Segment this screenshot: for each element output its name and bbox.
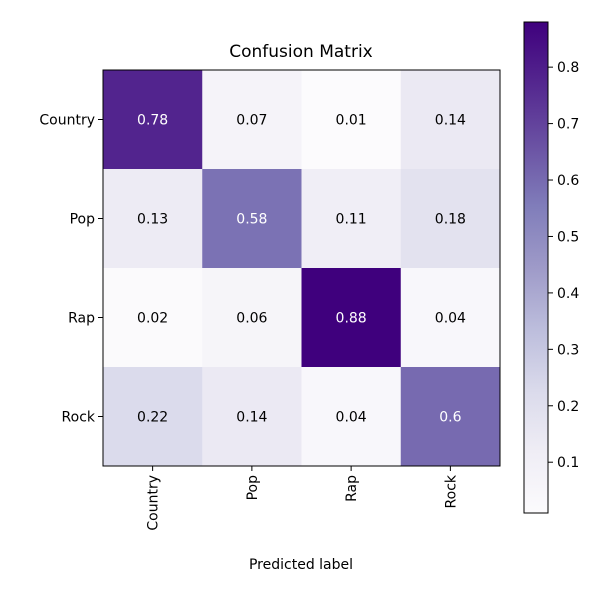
cell-value-label: 0.14 [236,410,267,426]
x-tick-label: Rock [443,474,459,508]
colorbar-tick-label: 0.5 [557,229,579,245]
y-tick-label: Rock [62,410,96,426]
cell-value-label: 0.18 [435,212,466,228]
cell-value-label: 0.78 [137,113,168,129]
colorbar-tick-label: 0.6 [557,173,579,189]
cell-value-label: 0.14 [435,113,466,129]
x-axis-label: Predicted label [249,557,353,573]
cell-value-label: 0.13 [137,212,168,228]
cell-value-label: 0.06 [236,311,267,327]
x-tick-label: Rap [344,475,360,502]
colorbar-tick-label: 0.7 [557,117,579,133]
x-tick-label: Pop [245,475,261,501]
cell-value-label: 0.6 [439,410,461,426]
y-axis-ticks: Country Pop Rap Rock [39,113,103,426]
colorbar-tick-label: 0.4 [557,286,579,302]
y-tick-label: Pop [70,212,96,228]
colorbar-tick-label: 0.1 [557,455,579,471]
chart-title: Confusion Matrix [229,42,373,62]
cell-value-label: 0.04 [336,410,367,426]
cell-value-label: 0.88 [336,311,367,327]
x-axis-ticks: Country Pop Rap Rock [146,466,460,531]
cell-value-label: 0.11 [336,212,367,228]
colorbar-ticks: 0.1 0.2 0.3 0.4 0.5 0.6 0.7 0.8 [548,60,579,471]
colorbar-tick-label: 0.8 [557,60,579,76]
colorbar-tick-label: 0.2 [557,399,579,415]
colorbar-tick-label: 0.3 [557,342,579,358]
y-tick-label: Country [39,113,95,129]
cell-value-label: 0.01 [336,113,367,129]
y-tick-label: Rap [68,311,95,327]
x-tick-label: Country [146,475,162,531]
colorbar-gradient [524,22,548,513]
cell-value-label: 0.22 [137,410,168,426]
cell-value-label: 0.04 [435,311,466,327]
cell-value-label: 0.02 [137,311,168,327]
cell-value-label: 0.58 [236,212,267,228]
heatmap-cells [103,70,501,467]
cell-value-label: 0.07 [236,113,267,129]
